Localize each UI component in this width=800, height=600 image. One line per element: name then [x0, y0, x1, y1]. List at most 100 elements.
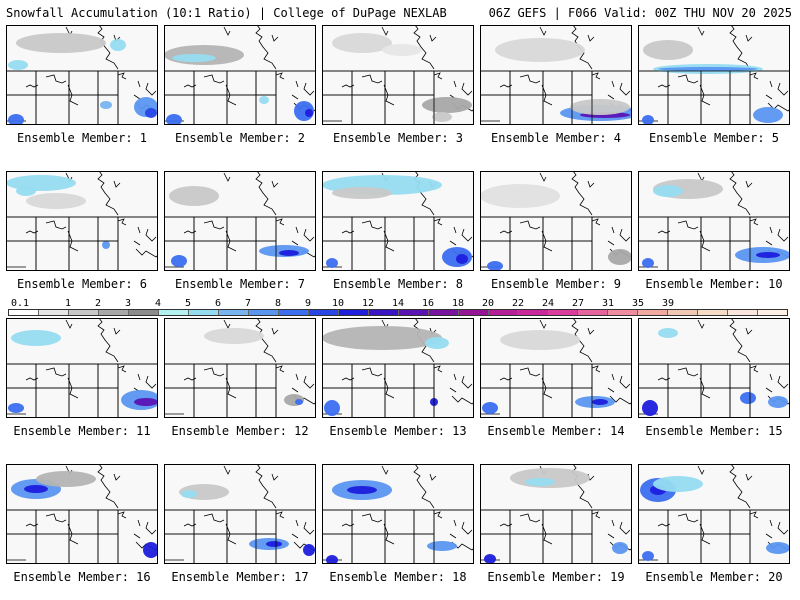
- snowfall-area: [143, 542, 158, 558]
- colorbar-swatch: [398, 310, 429, 315]
- map-frame: [6, 464, 158, 564]
- map-borders: [638, 509, 790, 564]
- colorbar-label: 22: [511, 298, 525, 309]
- map-frame: [164, 318, 316, 418]
- colorbar-swatch: [578, 310, 609, 315]
- snowfall-area: [766, 542, 790, 554]
- snowfall-overlay: [326, 480, 457, 564]
- snowfall-area: [8, 114, 24, 125]
- snowfall-area: [756, 252, 780, 258]
- ensemble-member-label: Ensemble Member: 17: [171, 570, 309, 584]
- ensemble-member-label: Ensemble Member: 11: [13, 424, 151, 438]
- ensemble-member-panel: Ensemble Member: 2: [164, 25, 316, 145]
- ensemble-member-label: Ensemble Member: 1: [16, 131, 148, 145]
- snowfall-map: [322, 25, 474, 125]
- snowfall-area: [36, 471, 96, 487]
- map-frame: [322, 25, 474, 125]
- snowfall-area: [642, 258, 654, 268]
- snowfall-map: [322, 318, 474, 418]
- snowfall-map: [6, 464, 158, 564]
- ensemble-member-label: Ensemble Member: 2: [174, 131, 306, 145]
- snowfall-area: [279, 250, 299, 256]
- snowfall-area: [26, 193, 86, 209]
- snowfall-area: [181, 490, 197, 498]
- snowfall-map: [638, 171, 790, 271]
- snowfall-overlay: [482, 330, 615, 414]
- map-borders: [480, 70, 632, 125]
- colorbar-swatch: [518, 310, 549, 315]
- colorbar-label: 14: [391, 298, 405, 309]
- map-frame: [638, 171, 790, 271]
- ensemble-member-panel: Ensemble Member: 19: [480, 464, 632, 584]
- map-borders: [638, 70, 790, 125]
- snowfall-area: [24, 485, 48, 493]
- snowfall-area: [295, 399, 303, 405]
- ensemble-member-panel: Ensemble Member: 6: [6, 171, 158, 291]
- snowfall-area: [8, 403, 24, 413]
- ensemble-member-label: Ensemble Member: 4: [490, 131, 622, 145]
- map-frame: [638, 318, 790, 418]
- ensemble-member-label: Ensemble Member: 10: [645, 277, 783, 291]
- snowfall-map: [164, 464, 316, 564]
- snowfall-colorbar: 0.1 1 2 3 4 5 6 7 8 9 10 12 14 16 18 20 22 24 27 31 35 39: [8, 298, 788, 318]
- snowfall-overlay: [11, 471, 158, 558]
- snowfall-map: [480, 25, 632, 125]
- map-borders: [480, 216, 632, 271]
- map-title: Snowfall Accumulation (10:1 Ratio) | Col…: [6, 6, 447, 20]
- colorbar-label: 12: [361, 298, 375, 309]
- ensemble-member-label: Ensemble Member: 12: [171, 424, 309, 438]
- snowfall-overlay: [8, 330, 158, 413]
- map-background: [164, 464, 316, 564]
- ensemble-member-label: Ensemble Member: 13: [329, 424, 467, 438]
- map-frame: [322, 318, 474, 418]
- ensemble-member-label: Ensemble Member: 9: [490, 277, 622, 291]
- snowfall-area: [740, 392, 756, 404]
- map-borders: [322, 363, 474, 418]
- map-borders: [638, 216, 790, 271]
- colorbar-swatch: [188, 310, 219, 315]
- map-frame: [322, 171, 474, 271]
- snowfall-area: [326, 555, 338, 564]
- snowfall-overlay: [169, 186, 309, 267]
- map-borders: [322, 70, 474, 125]
- snowfall-overlay: [484, 468, 628, 564]
- colorbar-label: 9: [304, 298, 312, 309]
- colorbar-swatch: [338, 310, 369, 315]
- colorbar-label: 2: [94, 298, 102, 309]
- colorbar-label: 0.1: [10, 298, 30, 309]
- snowfall-area: [259, 96, 269, 104]
- map-borders: [164, 70, 316, 125]
- ensemble-member-label: Ensemble Member: 18: [329, 570, 467, 584]
- colorbar-swatch: [428, 310, 459, 315]
- colorbar-label: 31: [601, 298, 615, 309]
- map-borders: [638, 363, 790, 418]
- snowfall-map: [480, 318, 632, 418]
- snowfall-area: [169, 186, 219, 206]
- snowfall-area: [658, 328, 678, 338]
- ensemble-member-panel: Ensemble Member: 4: [480, 25, 632, 145]
- snowfall-area: [425, 337, 449, 349]
- colorbar-swatch: [728, 310, 759, 315]
- snowfall-area: [653, 476, 703, 492]
- colorbar-label: 4: [154, 298, 162, 309]
- colorbar-label: 3: [124, 298, 132, 309]
- snowfall-area: [487, 261, 503, 271]
- ensemble-member-label: Ensemble Member: 19: [487, 570, 625, 584]
- snowfall-area: [382, 44, 422, 56]
- ensemble-member-label: Ensemble Member: 16: [13, 570, 151, 584]
- snowfall-area: [102, 241, 110, 249]
- colorbar-label: 1: [64, 298, 72, 309]
- snowfall-overlay: [322, 175, 472, 268]
- colorbar-swatch: [758, 310, 788, 315]
- map-borders: [6, 70, 158, 125]
- colorbar-swatch: [548, 310, 579, 315]
- snowfall-map: [480, 171, 632, 271]
- colorbar-label: 8: [274, 298, 282, 309]
- snowfall-area: [432, 112, 452, 122]
- ensemble-member-panel: Ensemble Member: 8: [322, 171, 474, 291]
- ensemble-member-label: Ensemble Member: 7: [174, 277, 306, 291]
- colorbar-swatch: [68, 310, 99, 315]
- snowfall-area: [653, 185, 683, 197]
- snowfall-overlay: [332, 33, 472, 122]
- snowfall-area: [145, 108, 157, 118]
